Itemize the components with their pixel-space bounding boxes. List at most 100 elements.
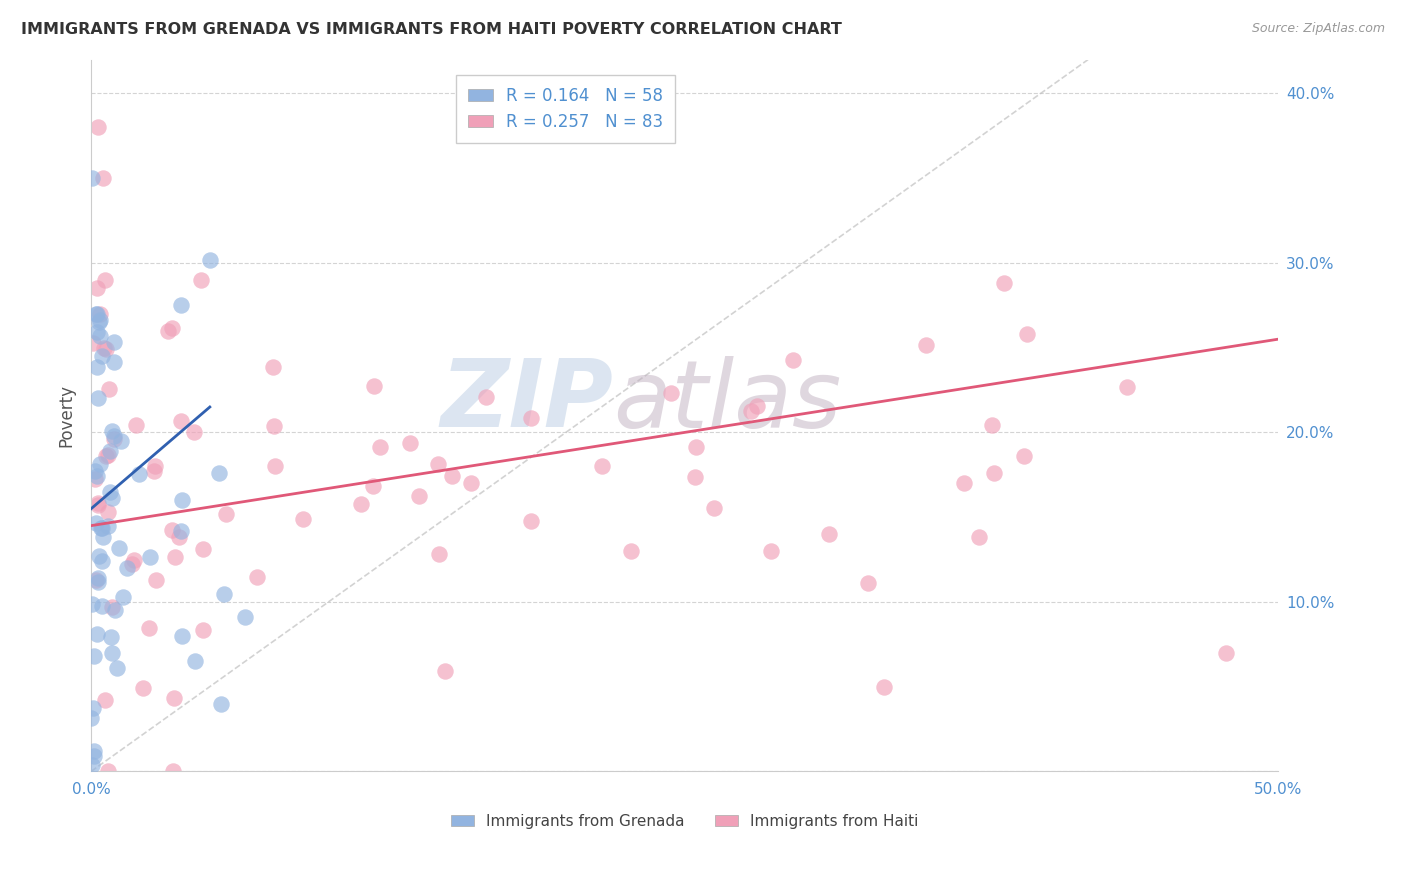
- Point: [169, 414, 191, 428]
- Point: [685, 440, 707, 454]
- Point: [363, 478, 385, 492]
- Point: [427, 547, 450, 561]
- Point: [100, 424, 122, 438]
- Point: [398, 436, 420, 450]
- Point: [97, 518, 120, 533]
- Point: [620, 544, 643, 558]
- Point: [143, 458, 166, 473]
- Point: [91, 521, 114, 535]
- Point: [460, 476, 482, 491]
- Point: [87, 120, 110, 135]
- Point: [160, 523, 183, 537]
- Text: atlas: atlas: [613, 356, 842, 447]
- Point: [198, 253, 221, 268]
- Point: [89, 328, 111, 343]
- Point: [193, 623, 215, 637]
- Point: [368, 440, 391, 454]
- Point: [1116, 379, 1139, 393]
- Point: [440, 469, 463, 483]
- Point: [100, 485, 122, 500]
- Point: [87, 549, 110, 563]
- Point: [427, 458, 450, 472]
- Point: [162, 321, 184, 335]
- Point: [90, 521, 112, 535]
- Point: [703, 500, 725, 515]
- Text: Source: ZipAtlas.com: Source: ZipAtlas.com: [1251, 22, 1385, 36]
- Point: [170, 298, 193, 312]
- Point: [163, 549, 186, 564]
- Point: [101, 646, 124, 660]
- Point: [170, 629, 193, 643]
- Point: [89, 458, 111, 472]
- Point: [86, 359, 108, 374]
- Point: [122, 553, 145, 567]
- Point: [138, 621, 160, 635]
- Point: [291, 512, 314, 526]
- Point: [97, 764, 120, 779]
- Point: [103, 334, 125, 349]
- Point: [818, 527, 841, 541]
- Point: [350, 497, 373, 511]
- Point: [190, 273, 212, 287]
- Point: [745, 399, 768, 413]
- Point: [1012, 449, 1035, 463]
- Point: [169, 524, 191, 538]
- Point: [208, 466, 231, 480]
- Point: [969, 531, 991, 545]
- Point: [86, 307, 108, 321]
- Point: [86, 627, 108, 641]
- Point: [215, 508, 238, 522]
- Point: [97, 505, 120, 519]
- Point: [87, 571, 110, 585]
- Point: [245, 570, 267, 584]
- Point: [82, 335, 104, 350]
- Point: [162, 764, 184, 779]
- Point: [433, 665, 456, 679]
- Point: [520, 410, 543, 425]
- Point: [97, 382, 120, 396]
- Point: [125, 418, 148, 433]
- Point: [1017, 326, 1039, 341]
- Point: [993, 276, 1015, 290]
- Point: [98, 444, 121, 458]
- Point: [591, 459, 613, 474]
- Point: [759, 544, 782, 558]
- Point: [263, 419, 285, 434]
- Point: [96, 343, 118, 357]
- Point: [953, 476, 976, 491]
- Point: [103, 429, 125, 443]
- Point: [87, 496, 110, 510]
- Point: [183, 425, 205, 440]
- Point: [89, 315, 111, 329]
- Point: [782, 353, 804, 368]
- Point: [209, 697, 232, 711]
- Point: [80, 597, 103, 611]
- Point: [80, 758, 103, 772]
- Point: [163, 690, 186, 705]
- Point: [86, 325, 108, 339]
- Text: IMMIGRANTS FROM GRENADA VS IMMIGRANTS FROM HAITI POVERTY CORRELATION CHART: IMMIGRANTS FROM GRENADA VS IMMIGRANTS FR…: [21, 22, 842, 37]
- Point: [872, 680, 894, 694]
- Point: [91, 530, 114, 544]
- Point: [132, 681, 155, 695]
- Point: [103, 432, 125, 446]
- Point: [264, 459, 287, 474]
- Point: [915, 338, 938, 352]
- Point: [86, 307, 108, 321]
- Point: [93, 171, 115, 186]
- Point: [191, 541, 214, 556]
- Point: [212, 587, 235, 601]
- Legend: Immigrants from Grenada, Immigrants from Haiti: Immigrants from Grenada, Immigrants from…: [444, 807, 925, 835]
- Point: [157, 324, 180, 338]
- Point: [101, 600, 124, 615]
- Point: [363, 379, 385, 393]
- Point: [167, 530, 190, 544]
- Point: [91, 349, 114, 363]
- Point: [100, 630, 122, 644]
- Point: [408, 489, 430, 503]
- Point: [86, 281, 108, 295]
- Text: ZIP: ZIP: [440, 355, 613, 447]
- Point: [520, 514, 543, 528]
- Point: [139, 550, 162, 565]
- Point: [89, 307, 111, 321]
